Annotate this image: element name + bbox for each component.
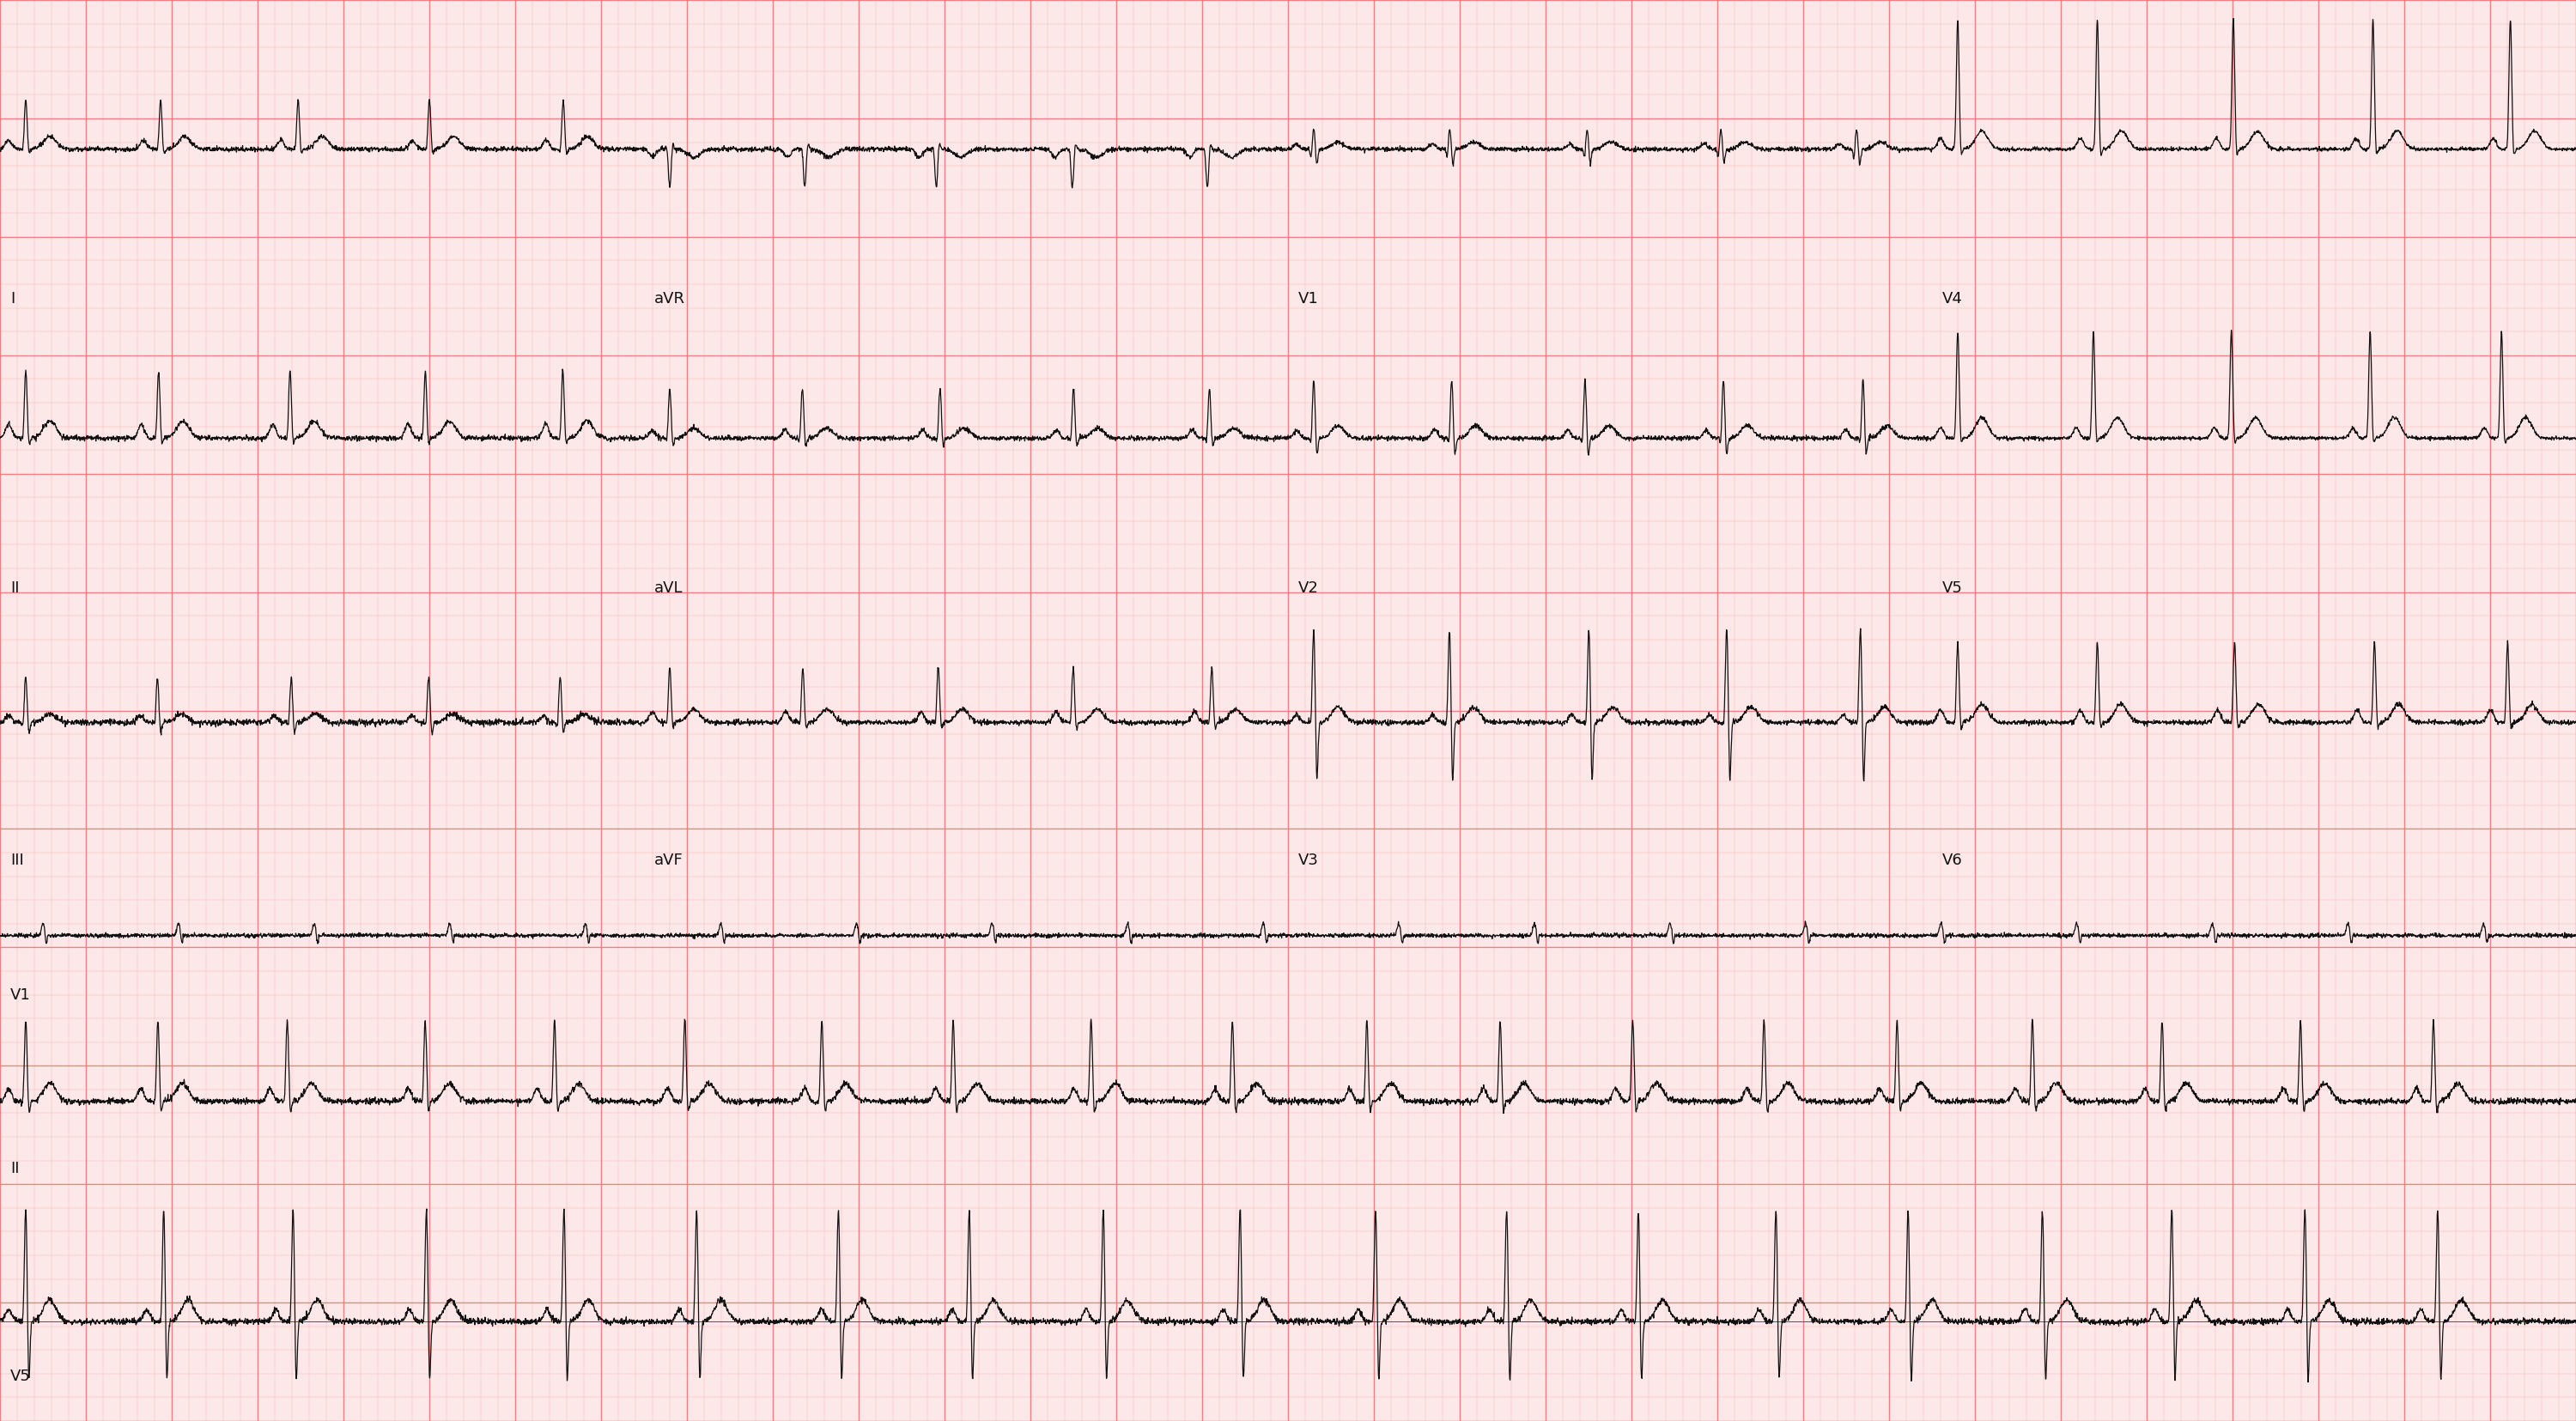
Text: I: I	[10, 291, 15, 307]
Text: V3: V3	[1298, 853, 1319, 868]
Text: V1: V1	[10, 988, 31, 1003]
Text: aVR: aVR	[654, 291, 685, 307]
Text: III: III	[10, 853, 23, 868]
Text: aVL: aVL	[654, 580, 683, 595]
Text: V5: V5	[1942, 580, 1963, 595]
Text: V1: V1	[1298, 291, 1319, 307]
Text: V2: V2	[1298, 580, 1319, 595]
Text: aVF: aVF	[654, 853, 683, 868]
Text: V4: V4	[1942, 291, 1963, 307]
Text: II: II	[10, 1161, 21, 1177]
Text: V5: V5	[10, 1368, 31, 1384]
Text: V6: V6	[1942, 853, 1963, 868]
Text: II: II	[10, 580, 21, 595]
